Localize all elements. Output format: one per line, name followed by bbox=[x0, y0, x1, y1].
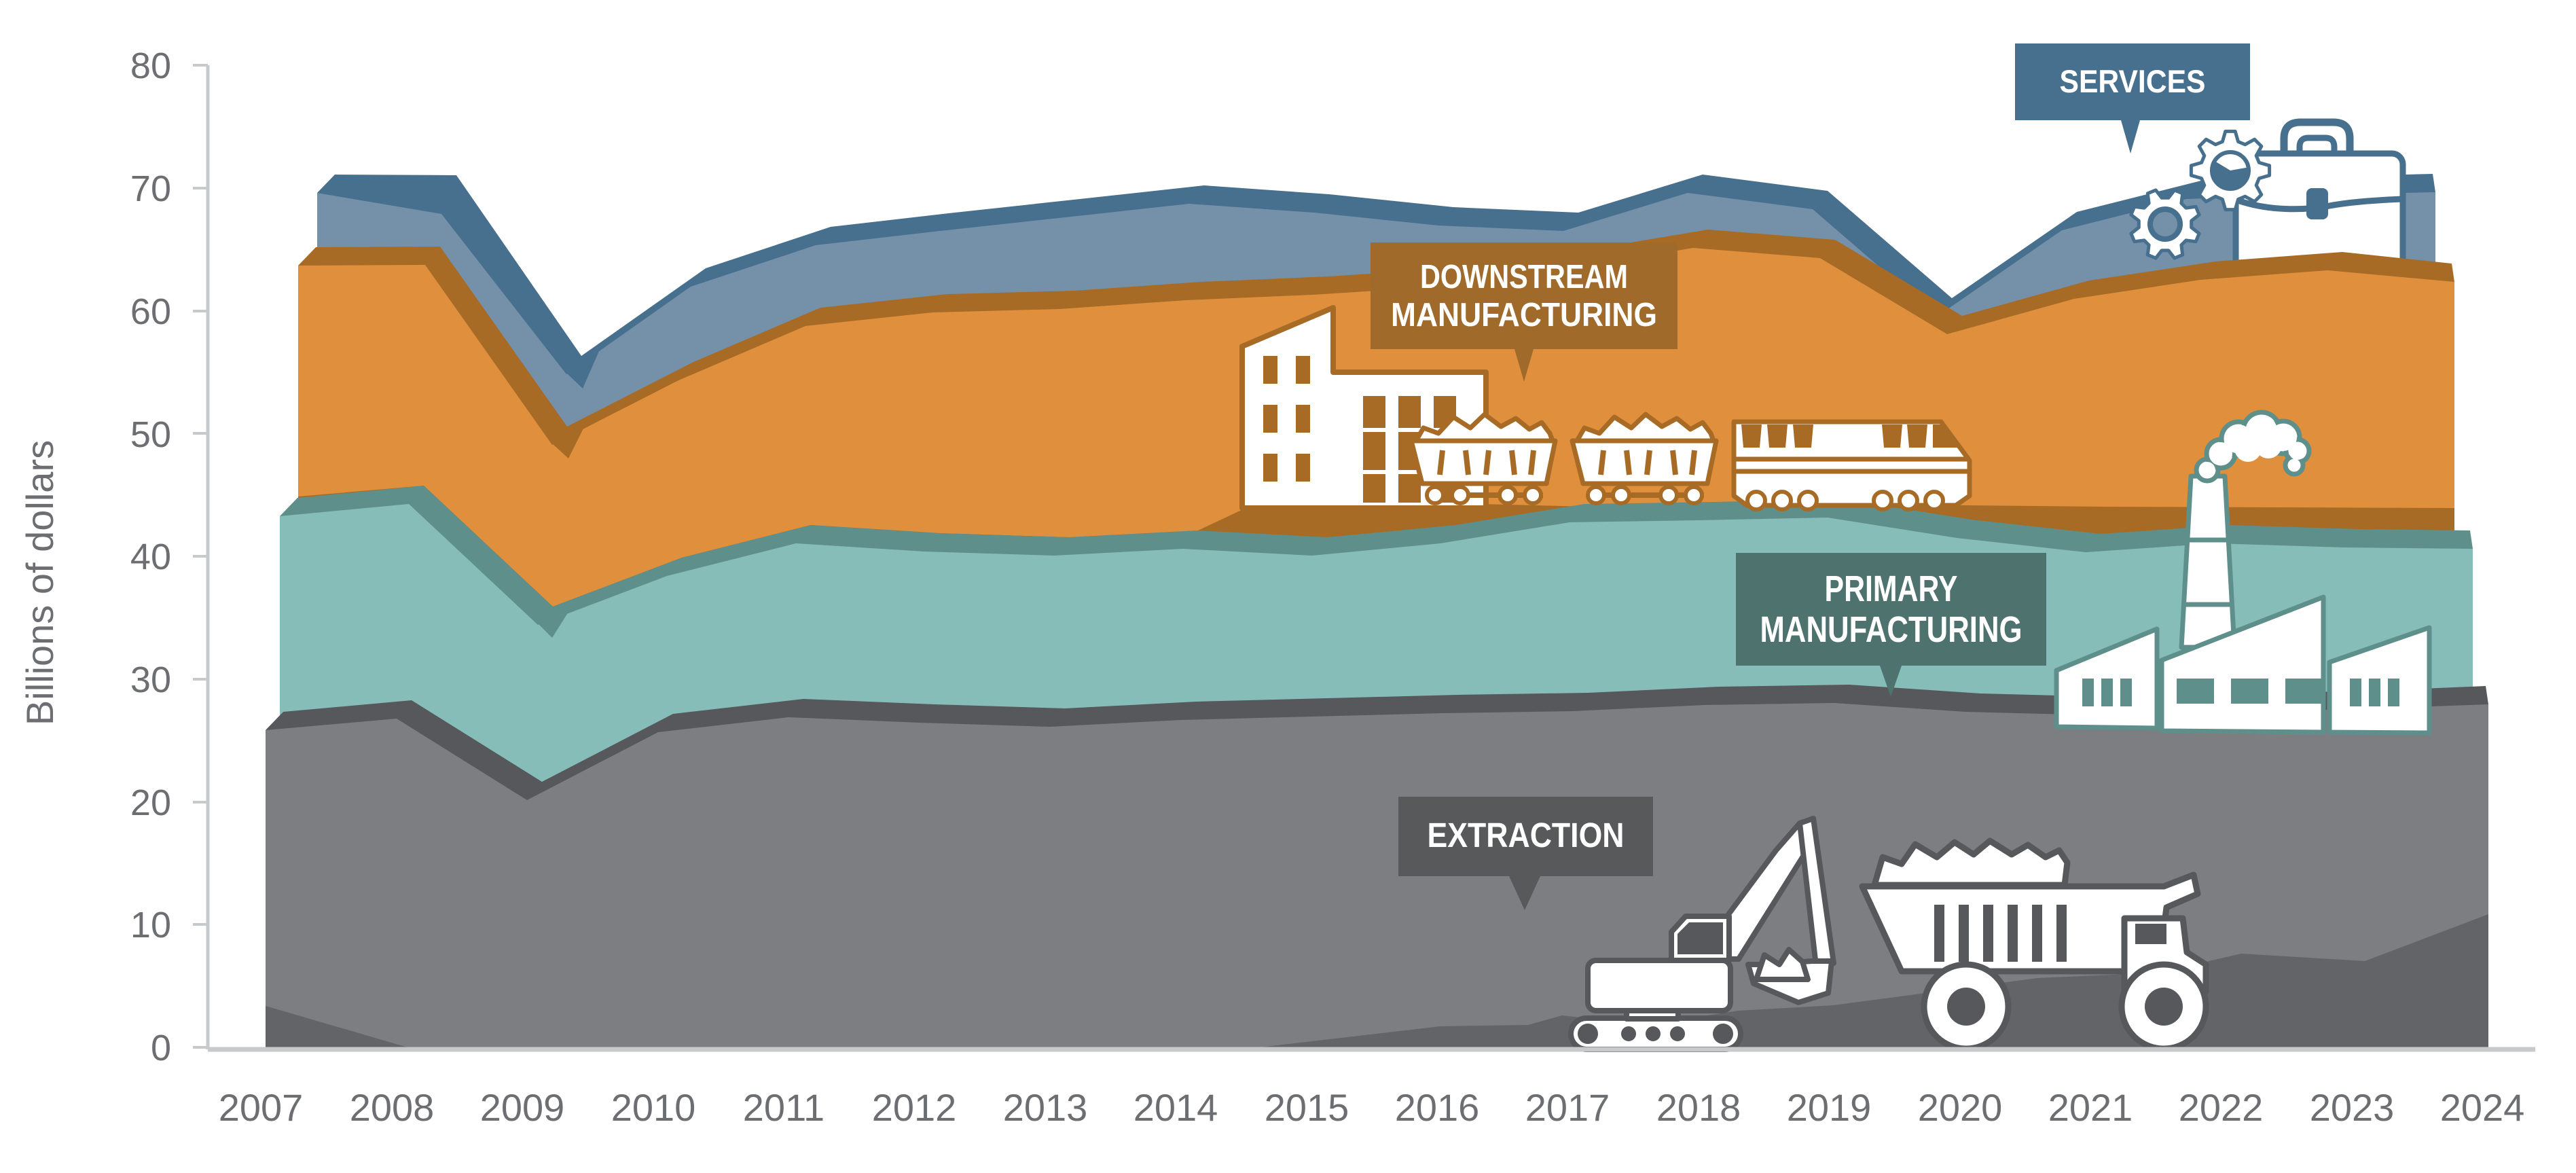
svg-text:2014: 2014 bbox=[1133, 1086, 1218, 1129]
svg-text:2021: 2021 bbox=[2048, 1086, 2133, 1129]
svg-text:2013: 2013 bbox=[1003, 1086, 1088, 1129]
svg-text:20: 20 bbox=[130, 782, 171, 823]
svg-text:2024: 2024 bbox=[2440, 1086, 2525, 1129]
svg-text:2008: 2008 bbox=[350, 1086, 435, 1129]
svg-text:2009: 2009 bbox=[480, 1086, 565, 1129]
svg-text:EXTRACTION: EXTRACTION bbox=[1428, 816, 1625, 854]
svg-text:40: 40 bbox=[130, 537, 171, 577]
svg-text:2007: 2007 bbox=[219, 1086, 304, 1129]
svg-text:50: 50 bbox=[130, 414, 171, 455]
svg-text:80: 80 bbox=[130, 46, 171, 86]
svg-text:SERVICES: SERVICES bbox=[2060, 63, 2206, 99]
svg-text:10: 10 bbox=[130, 905, 171, 945]
svg-text:70: 70 bbox=[130, 168, 171, 209]
svg-text:DOWNSTREAM: DOWNSTREAM bbox=[1420, 259, 1628, 295]
svg-text:MANUFACTURING: MANUFACTURING bbox=[1391, 297, 1657, 333]
svg-text:2016: 2016 bbox=[1395, 1086, 1480, 1129]
svg-text:60: 60 bbox=[130, 291, 171, 332]
svg-text:PRIMARY: PRIMARY bbox=[1825, 569, 1958, 609]
svg-text:2019: 2019 bbox=[1787, 1086, 1872, 1129]
svg-text:30: 30 bbox=[130, 660, 171, 700]
svg-text:2012: 2012 bbox=[872, 1086, 957, 1129]
svg-text:2020: 2020 bbox=[1918, 1086, 2003, 1129]
svg-text:Billions of dollars: Billions of dollars bbox=[18, 440, 61, 725]
svg-text:0: 0 bbox=[151, 1028, 171, 1068]
svg-text:2011: 2011 bbox=[743, 1086, 824, 1129]
svg-text:2018: 2018 bbox=[1656, 1086, 1741, 1129]
svg-text:2022: 2022 bbox=[2179, 1086, 2264, 1129]
svg-text:2017: 2017 bbox=[1525, 1086, 1610, 1129]
svg-text:MANUFACTURING: MANUFACTURING bbox=[1760, 609, 2022, 650]
svg-text:2023: 2023 bbox=[2310, 1086, 2395, 1129]
svg-text:2015: 2015 bbox=[1265, 1086, 1349, 1129]
svg-text:2010: 2010 bbox=[611, 1086, 696, 1129]
